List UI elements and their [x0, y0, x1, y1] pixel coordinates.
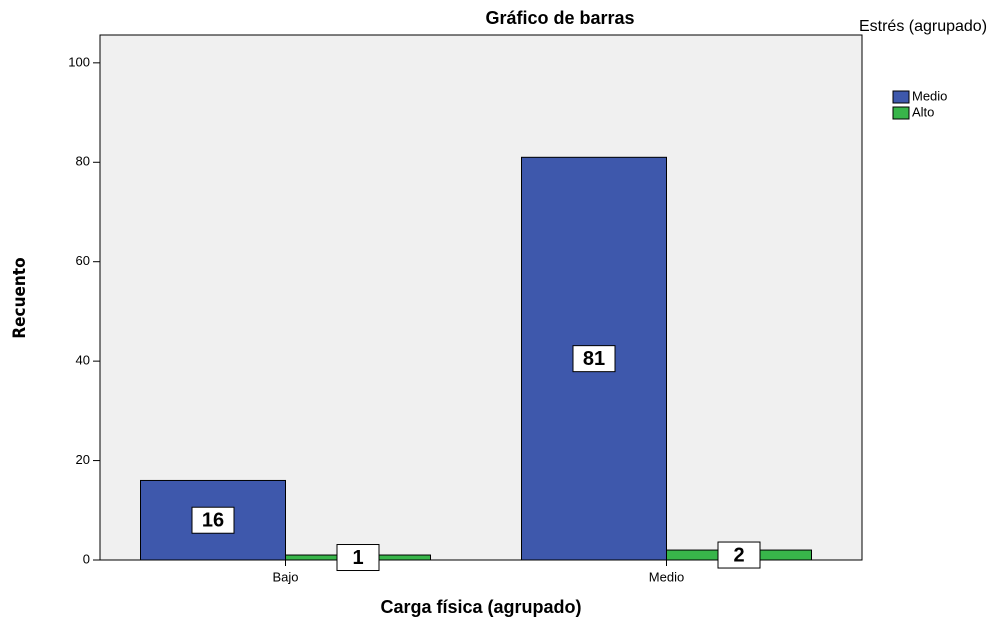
y-axis-title: Recuento [10, 257, 30, 338]
x-axis-title: Carga física (agrupado) [380, 597, 581, 617]
data-label: 81 [583, 348, 605, 370]
y-tick-label: 80 [76, 154, 90, 169]
data-label-box [717, 541, 761, 569]
x-tick-label: Bajo [272, 569, 298, 584]
y-tick-label: 100 [68, 54, 90, 69]
legend-swatch [892, 90, 910, 104]
y-tick-label: 60 [76, 253, 90, 268]
data-label-box [191, 506, 235, 534]
chart-title: Gráfico de barras [485, 8, 634, 28]
data-label: 2 [733, 544, 744, 566]
plot-area [99, 34, 863, 561]
y-tick-label: 40 [76, 353, 90, 368]
data-label: 1 [352, 547, 363, 569]
legend-title: Estrés (agrupado) [858, 18, 988, 35]
data-label: 16 [202, 510, 224, 532]
data-label-box [336, 544, 380, 572]
y-tick-label: 0 [83, 551, 90, 566]
x-tick-label: Medio [649, 569, 684, 584]
data-label-box [572, 345, 616, 373]
legend-swatch [892, 106, 910, 120]
legend-label: Medio [912, 88, 947, 103]
legend-label: Alto [912, 104, 934, 119]
y-tick-label: 20 [76, 452, 90, 467]
